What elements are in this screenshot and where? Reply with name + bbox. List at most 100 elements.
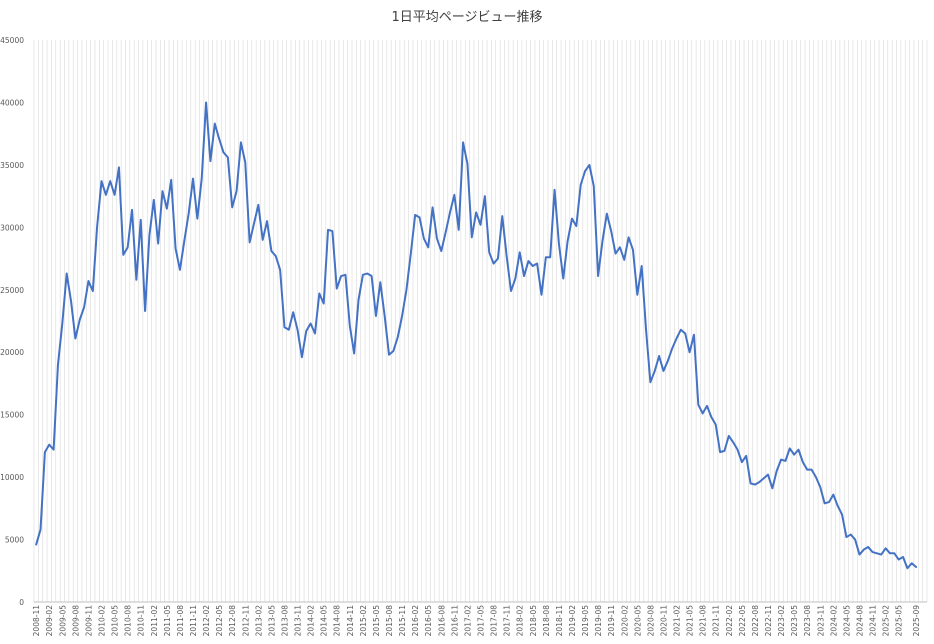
x-tick-label: 2020-05	[633, 605, 642, 637]
y-tick-label: 20000	[0, 348, 24, 357]
data-point	[793, 454, 795, 456]
data-point	[854, 539, 856, 541]
data-point	[763, 477, 765, 479]
data-point	[188, 213, 190, 215]
data-point	[314, 332, 316, 334]
x-tick-label: 2011-08	[176, 605, 185, 637]
x-tick-label: 2019-02	[568, 605, 577, 637]
gridlines	[33, 40, 928, 602]
data-point	[837, 505, 839, 507]
data-point	[358, 299, 360, 301]
x-tick-label: 2016-08	[437, 605, 446, 637]
data-point	[632, 249, 634, 251]
data-point	[66, 273, 68, 275]
data-point	[832, 494, 834, 496]
data-point	[824, 502, 826, 504]
data-point	[628, 236, 630, 238]
data-point	[728, 435, 730, 437]
data-point	[654, 370, 656, 372]
data-point	[802, 461, 804, 463]
data-point	[580, 184, 582, 186]
data-point	[336, 288, 338, 290]
data-point	[445, 231, 447, 233]
data-point	[545, 256, 547, 258]
x-tick-label: 2009-08	[71, 605, 80, 637]
data-point	[218, 138, 220, 140]
x-tick-label: 2013-02	[254, 605, 263, 637]
data-point	[741, 461, 743, 463]
data-point	[257, 204, 259, 206]
data-point	[70, 300, 72, 302]
data-point	[127, 246, 129, 248]
x-tick-label: 2010-08	[124, 605, 133, 637]
data-point	[140, 219, 142, 221]
data-point	[667, 360, 669, 362]
data-point	[279, 269, 281, 271]
data-point	[671, 347, 673, 349]
data-point	[754, 484, 756, 486]
x-tick-label: 2022-08	[751, 605, 760, 637]
data-point	[911, 562, 913, 564]
data-point	[693, 334, 695, 336]
data-point	[789, 447, 791, 449]
data-point	[458, 229, 460, 231]
x-tick-label: 2022-05	[738, 605, 747, 637]
data-point	[74, 337, 76, 339]
data-point	[96, 225, 98, 227]
x-tick-label: 2023-08	[803, 605, 812, 637]
data-point	[35, 544, 37, 546]
y-axis-tick-labels: 0 5000 10000 15000 20000 25000 30000 35000 40000…	[0, 36, 24, 607]
data-point	[109, 180, 111, 182]
data-point	[175, 248, 177, 250]
data-point	[732, 441, 734, 443]
data-point	[645, 329, 647, 331]
data-point	[710, 416, 712, 418]
data-point	[427, 246, 429, 248]
x-tick-label: 2021-05	[686, 605, 695, 637]
data-point	[676, 337, 678, 339]
data-point	[283, 326, 285, 328]
x-tick-label: 2009-05	[58, 605, 67, 637]
data-point	[554, 189, 556, 191]
x-tick-label: 2018-08	[542, 605, 551, 637]
data-point	[327, 229, 329, 231]
x-tick-label: 2017-02	[463, 605, 472, 637]
data-point	[240, 141, 242, 143]
y-tick-label: 25000	[0, 286, 24, 295]
data-point	[815, 476, 817, 478]
data-point	[340, 275, 342, 277]
y-tick-label: 30000	[0, 223, 24, 232]
x-tick-label: 2012-02	[202, 605, 211, 637]
data-point	[523, 275, 525, 277]
data-point	[375, 315, 377, 317]
data-point	[841, 514, 843, 516]
data-point	[858, 554, 860, 556]
data-point	[419, 216, 421, 218]
data-point	[758, 481, 760, 483]
x-tick-label: 2023-02	[777, 605, 786, 637]
data-point	[636, 294, 638, 296]
data-point	[488, 251, 490, 253]
data-point	[893, 552, 895, 554]
data-point	[798, 449, 800, 451]
x-tick-label: 2015-08	[385, 605, 394, 637]
data-point	[362, 274, 364, 276]
data-point	[532, 265, 534, 267]
data-point	[885, 547, 887, 549]
data-point	[610, 230, 612, 232]
data-point	[593, 185, 595, 187]
data-point	[471, 236, 473, 238]
data-point	[371, 275, 373, 277]
data-point	[776, 470, 778, 472]
data-point	[898, 559, 900, 561]
data-point	[649, 381, 651, 383]
data-point	[497, 258, 499, 260]
data-point	[702, 412, 704, 414]
data-point	[510, 290, 512, 292]
data-point	[606, 213, 608, 215]
x-tick-label: 2010-05	[111, 605, 120, 637]
data-point	[105, 194, 107, 196]
data-point	[135, 279, 137, 281]
y-tick-label: 15000	[0, 411, 24, 420]
